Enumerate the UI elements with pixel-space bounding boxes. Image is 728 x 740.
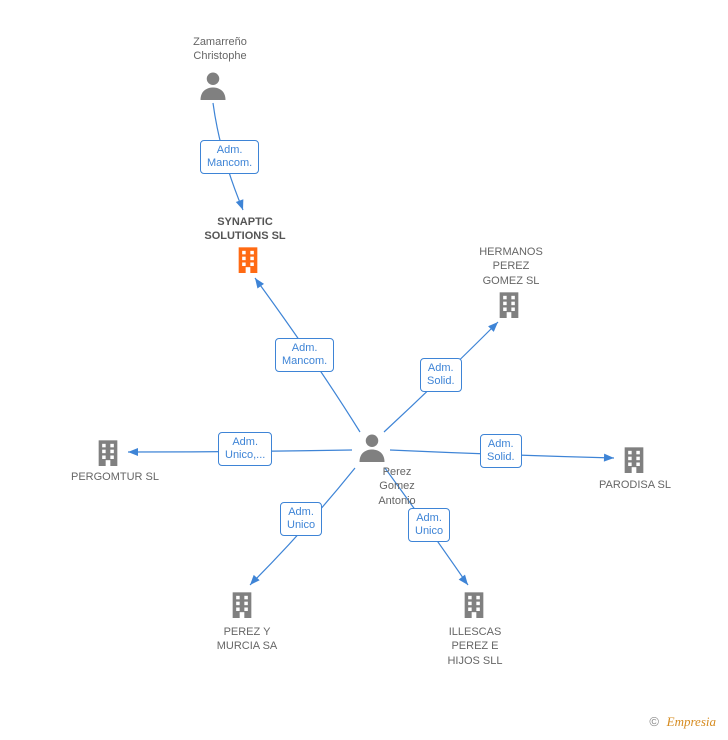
edge-label: Adm. Unico [408, 508, 450, 542]
edge-arrow [236, 199, 247, 211]
node-label: SYNAPTIC SOLUTIONS SL [185, 215, 305, 244]
building-icon[interactable] [620, 445, 648, 478]
building-icon[interactable] [228, 590, 256, 623]
person-icon[interactable] [357, 432, 387, 467]
person-icon[interactable] [198, 70, 228, 105]
edge-arrow [128, 448, 138, 456]
edge-label: Adm. Unico [280, 502, 322, 536]
network-edges [0, 0, 728, 740]
edge-label: Adm. Mancom. [200, 140, 259, 174]
footer-credit: © Empresia [649, 714, 716, 730]
building-icon[interactable] [460, 590, 488, 623]
node-label: PARODISA SL [580, 478, 690, 492]
edge-label: Adm. Solid. [480, 434, 522, 468]
edge-arrow [247, 575, 260, 588]
copyright-symbol: © [649, 714, 659, 729]
node-label: HERMANOS PEREZ GOMEZ SL [466, 245, 556, 288]
building-icon[interactable] [495, 290, 523, 323]
node-label: PERGOMTUR SL [55, 470, 175, 484]
edge-label: Adm. Unico,... [218, 432, 272, 466]
building-icon[interactable] [234, 245, 262, 278]
node-label: PEREZ Y MURCIA SA [202, 625, 292, 654]
edge-label: Adm. Solid. [420, 358, 462, 392]
node-label: ILLESCAS PEREZ E HIJOS SLL [430, 625, 520, 668]
edge-arrow [459, 575, 471, 588]
brand-name: Empresia [667, 714, 716, 729]
edge-arrow [604, 454, 614, 462]
node-label: Perez Gomez Antonio [362, 465, 432, 508]
building-icon[interactable] [94, 438, 122, 471]
node-label: Zamarreño Christophe [175, 35, 265, 64]
edge-label: Adm. Mancom. [275, 338, 334, 372]
